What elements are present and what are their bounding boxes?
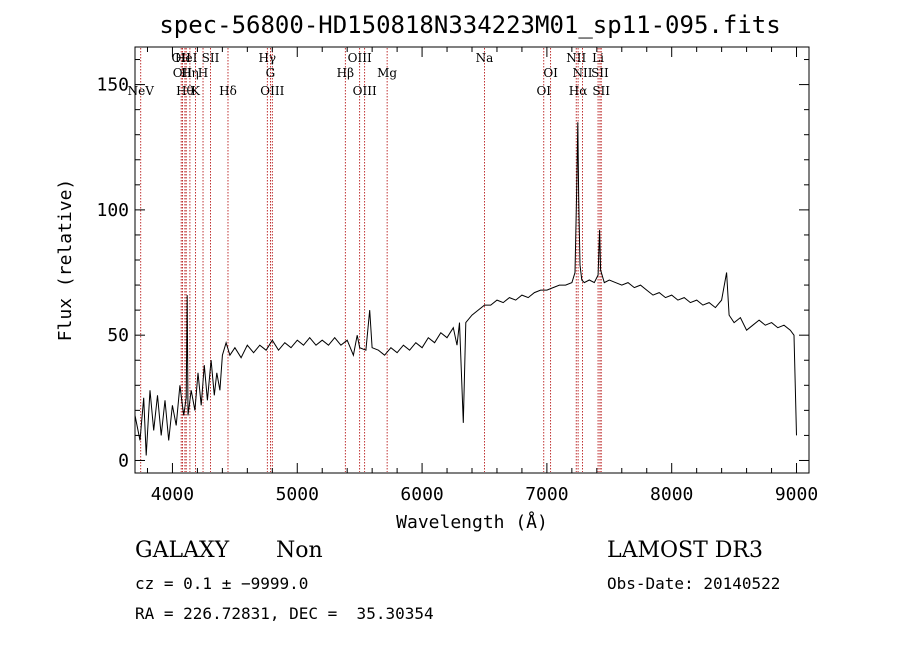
line-label-20: NII: [566, 51, 586, 65]
redshift-value: cz = 0.1 ± −9999.0: [135, 574, 309, 593]
line-label-0: NeV: [128, 84, 155, 98]
emission-line-labels: NeVOIIOIIHθHeIHηKHSIIHδHγGOIIIHβOIIIOIII…: [128, 51, 611, 98]
line-label-4: HeI: [175, 51, 198, 65]
line-label-18: OI: [536, 84, 551, 98]
line-label-6: K: [191, 84, 201, 98]
y-tick-label-50: 50: [107, 325, 129, 346]
line-label-17: Na: [476, 51, 494, 65]
line-label-25: SII: [592, 84, 610, 98]
x-tick-label-6000: 6000: [400, 484, 443, 505]
line-label-7: H: [198, 66, 208, 80]
x-tick-label-5000: 5000: [276, 484, 319, 505]
line-label-23: Li: [592, 51, 604, 65]
y-tick-label-0: 0: [118, 450, 129, 471]
object-class: GALAXY: [135, 538, 230, 563]
coordinates: RA = 226.72831, DEC = 35.30354: [135, 604, 434, 623]
line-label-24: SII: [591, 66, 609, 80]
x-tick-label-8000: 8000: [650, 484, 693, 505]
y-tick-label-150: 150: [96, 75, 129, 96]
chart-title: spec-56800-HD150818N334223M01_sp11-095.f…: [159, 11, 780, 39]
line-label-15: OIII: [353, 84, 377, 98]
line-label-5: Hη: [181, 66, 199, 80]
line-label-14: OIII: [348, 51, 372, 65]
line-label-10: Hγ: [258, 51, 276, 65]
line-label-12: OIII: [260, 84, 284, 98]
plot-frame: [134, 46, 810, 474]
line-label-1: OII: [172, 51, 192, 65]
x-tick-label-4000: 4000: [151, 484, 194, 505]
line-label-21: Hα: [569, 84, 588, 98]
x-axis-label: Wavelength (Å): [396, 511, 548, 533]
line-label-9: Hδ: [219, 84, 237, 98]
y-axis: 0 50 100 150: [96, 59, 809, 471]
line-label-11: G: [266, 66, 276, 80]
spectrum-line: [134, 122, 797, 456]
y-tick-label-100: 100: [96, 200, 129, 221]
x-tick-label-7000: 7000: [525, 484, 568, 505]
observation-date: Obs-Date: 20140522: [607, 574, 781, 593]
survey-name: LAMOST DR3: [607, 538, 763, 563]
object-subclass: Non: [276, 538, 323, 563]
x-axis: 4000 5000 6000 7000 8000 9000: [146, 47, 818, 505]
emission-line-markers: [140, 48, 602, 472]
x-tick-label-9000: 9000: [775, 484, 818, 505]
line-label-3: Hθ: [176, 84, 194, 98]
line-label-16: Mg: [377, 66, 397, 80]
y-axis-label: Flux (relative): [55, 179, 76, 342]
line-label-13: Hβ: [337, 66, 354, 80]
line-label-22: NII: [572, 66, 592, 80]
line-label-8: SII: [202, 51, 220, 65]
line-label-19: OI: [543, 66, 558, 80]
line-label-2: OII: [173, 66, 193, 80]
